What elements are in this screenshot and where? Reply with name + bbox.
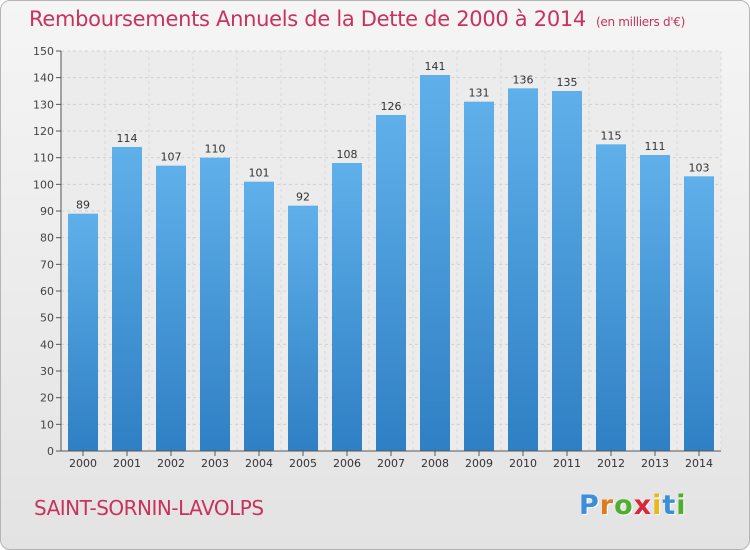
bar — [288, 205, 318, 451]
x-tick-label: 2010 — [509, 457, 537, 470]
x-tick-label: 2006 — [333, 457, 361, 470]
y-tick-label: 110 — [33, 152, 54, 165]
logo-letter: i — [652, 490, 663, 521]
bar — [596, 144, 626, 452]
y-tick-label: 120 — [33, 125, 54, 138]
bar-value-label: 101 — [249, 167, 270, 180]
x-tick-label: 2004 — [245, 457, 273, 470]
bar — [244, 181, 274, 451]
y-tick-label: 70 — [40, 258, 54, 271]
bar-value-label: 141 — [425, 60, 446, 73]
bar — [156, 165, 186, 451]
bar — [332, 163, 362, 451]
x-tick-label: 2008 — [421, 457, 449, 470]
x-tick-label: 2014 — [685, 457, 713, 470]
bar-value-label: 126 — [381, 100, 402, 113]
y-tick-label: 30 — [40, 365, 54, 378]
bar — [508, 88, 538, 451]
y-tick-label: 0 — [47, 445, 54, 458]
bar — [112, 147, 142, 451]
y-tick-label: 130 — [33, 98, 54, 111]
logo-letter: t — [662, 490, 677, 521]
bar-value-label: 111 — [645, 140, 666, 153]
x-tick-label: 2001 — [113, 457, 141, 470]
logo-letter: r — [599, 490, 615, 521]
x-tick-label: 2000 — [69, 457, 97, 470]
chart-unit: (en milliers d'€) — [596, 15, 686, 29]
x-tick-label: 2009 — [465, 457, 493, 470]
logo-letter: o — [614, 490, 634, 521]
bar-value-label: 114 — [117, 132, 138, 145]
y-tick-label: 80 — [40, 232, 54, 245]
y-tick-label: 40 — [40, 338, 54, 351]
bar — [376, 115, 406, 451]
x-tick-label: 2005 — [289, 457, 317, 470]
bar — [684, 176, 714, 452]
bar-value-label: 110 — [205, 143, 226, 156]
bar — [640, 155, 670, 451]
x-tick-label: 2003 — [201, 457, 229, 470]
bar-value-label: 115 — [601, 129, 622, 142]
bar-value-label: 89 — [76, 199, 90, 212]
x-tick-label: 2013 — [641, 457, 669, 470]
y-tick-label: 60 — [40, 285, 54, 298]
commune-name: SAINT-SORNIN-LAVOLPS — [34, 496, 264, 520]
bar-value-label: 108 — [337, 148, 358, 161]
bar — [68, 213, 98, 451]
x-tick-label: 2012 — [597, 457, 625, 470]
logo-letter: x — [633, 490, 653, 521]
bar-value-label: 135 — [557, 76, 578, 89]
bar-value-label: 103 — [689, 161, 710, 174]
proxiti-logo: Proxiti — [579, 490, 687, 521]
bar-value-label: 92 — [296, 191, 310, 204]
bar-value-label: 107 — [161, 151, 182, 164]
y-tick-label: 50 — [40, 312, 54, 325]
y-tick-label: 150 — [33, 45, 54, 58]
logo-letter: P — [579, 490, 600, 521]
bar-value-label: 136 — [513, 73, 534, 86]
x-tick-label: 2002 — [157, 457, 185, 470]
y-tick-label: 140 — [33, 72, 54, 85]
chart-title: Remboursements Annuels de la Dette de 20… — [29, 7, 685, 31]
x-tick-label: 2011 — [553, 457, 581, 470]
bar — [420, 75, 450, 451]
bar — [552, 91, 582, 451]
y-tick-label: 10 — [40, 418, 54, 431]
logo-letter: i — [676, 490, 687, 521]
y-tick-label: 20 — [40, 392, 54, 405]
y-tick-label: 90 — [40, 205, 54, 218]
y-tick-label: 100 — [33, 178, 54, 191]
x-tick-label: 2007 — [377, 457, 405, 470]
bar — [200, 157, 230, 451]
chart-title-text: Remboursements Annuels de la Dette de 20… — [29, 7, 586, 31]
bar — [464, 101, 494, 452]
bar-value-label: 131 — [469, 87, 490, 100]
